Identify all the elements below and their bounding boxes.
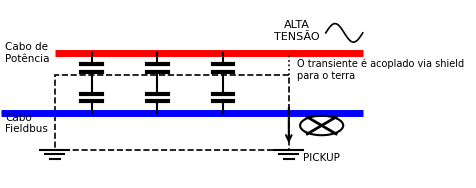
Text: PICKUP: PICKUP bbox=[303, 153, 339, 163]
Text: Cabo
Fieldbus: Cabo Fieldbus bbox=[6, 113, 48, 134]
Text: ALTA
TENSÃO: ALTA TENSÃO bbox=[274, 20, 319, 42]
Text: Cabo de
Potência: Cabo de Potência bbox=[6, 42, 50, 64]
Text: O transiente é acoplado via shield
para o terra: O transiente é acoplado via shield para … bbox=[297, 59, 463, 81]
